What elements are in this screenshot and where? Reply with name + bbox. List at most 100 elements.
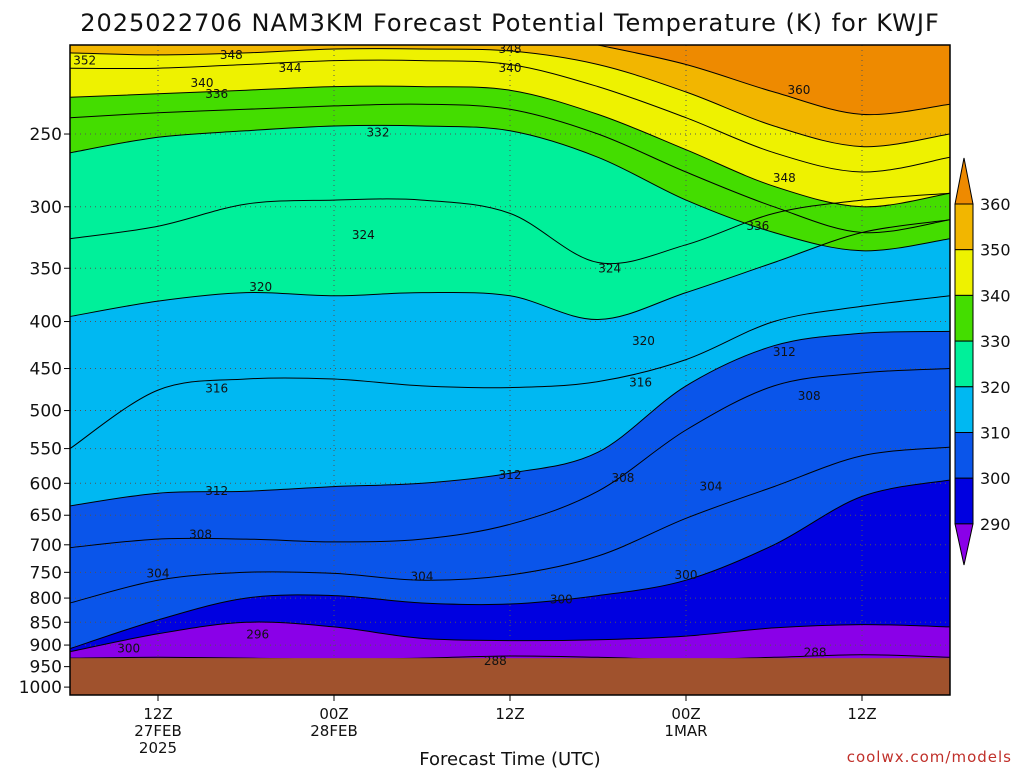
contour-label: 308 xyxy=(798,389,821,403)
y-tick-label: 550 xyxy=(30,440,62,460)
colorbar-bin xyxy=(954,294,974,342)
colorbar-tick-label: 360 xyxy=(980,195,1011,214)
contour-label: 304 xyxy=(699,480,722,494)
isentrope-296 xyxy=(70,621,950,653)
isentrope-304 xyxy=(70,446,950,604)
x-tick-label: 12Z xyxy=(143,705,172,723)
colorbar-tick-label: 300 xyxy=(980,469,1011,488)
colorbar-tick-label: 320 xyxy=(980,378,1011,397)
contour-label: 316 xyxy=(629,375,652,389)
isentrope-320 xyxy=(70,219,950,321)
y-tick-label: 350 xyxy=(30,259,62,279)
isentrope-contours xyxy=(70,45,950,660)
contour-label: 304 xyxy=(411,570,434,584)
contour-label: 304 xyxy=(147,566,170,580)
y-axis-ticks: 250 300 350 400 450 500 550 600 650 700 750 800 850 9… xyxy=(19,125,70,698)
contour-label: 348 xyxy=(499,42,522,56)
isentrope-360 xyxy=(597,45,950,116)
colorbar-bin xyxy=(954,386,974,433)
y-tick-label: 650 xyxy=(30,506,62,526)
contour-label: 336 xyxy=(205,87,228,101)
colorbar-bin xyxy=(954,249,974,296)
isentrope-336 xyxy=(70,103,950,234)
colorbar-bin xyxy=(954,432,974,479)
x-tick-label: 28FEB xyxy=(310,722,357,740)
contour-label: 316 xyxy=(205,381,228,395)
y-tick-label: 800 xyxy=(30,589,62,609)
y-tick-label: 900 xyxy=(30,636,62,656)
source-credit: coolwx.com/models xyxy=(847,748,1012,766)
colorbar-bin xyxy=(954,340,974,388)
y-tick-label: 450 xyxy=(30,360,62,380)
isentrope-312 xyxy=(70,330,950,507)
colorbar: 360 350 340 330 320 310 300 290 xyxy=(954,157,1011,566)
y-tick-label: 250 xyxy=(30,125,62,145)
x-tick-label: 27FEB xyxy=(134,722,181,740)
colorbar-bottom-arrow xyxy=(954,523,974,566)
y-tick-label: 950 xyxy=(30,658,62,678)
contour-label: 320 xyxy=(249,280,272,294)
colorbar-tick-label: 340 xyxy=(980,286,1011,305)
x-tick-label: 00Z xyxy=(671,705,700,723)
isentrope-308 xyxy=(70,368,950,549)
contour-label: 312 xyxy=(773,345,796,359)
isentrope-348 xyxy=(70,59,950,173)
contour-label: 348 xyxy=(773,171,796,185)
colorbar-top-arrow xyxy=(954,157,974,205)
contour-label: 344 xyxy=(279,61,302,75)
y-tick-label: 850 xyxy=(30,613,62,633)
chart-title: 2025022706 NAM3KM Forecast Potential Tem… xyxy=(80,9,940,37)
x-tick-label: 12Z xyxy=(847,705,876,723)
isentrope-300 xyxy=(70,479,950,650)
contour-label: 340 xyxy=(191,76,214,90)
contour-label: 320 xyxy=(632,334,655,348)
ground-below-surface xyxy=(70,658,950,695)
contour-label: 296 xyxy=(246,628,269,642)
contour-label: 288 xyxy=(484,654,507,668)
colorbar-tick-label: 290 xyxy=(980,515,1011,534)
contour-label: 300 xyxy=(117,642,140,656)
isentrope-316 xyxy=(70,295,950,450)
y-tick-label: 1000 xyxy=(19,678,62,698)
contour-labels: 288 296 300 300 300 304 304 304 308 308 308 312 312 3… xyxy=(73,42,827,668)
contour-label: 308 xyxy=(611,471,634,485)
contour-label: 340 xyxy=(499,61,522,75)
contour-label: 324 xyxy=(598,261,621,275)
x-axis-label: Forecast Time (UTC) xyxy=(419,749,600,768)
colorbar-tick-label: 330 xyxy=(980,332,1011,351)
plot-area: 288 296 300 300 300 304 304 304 308 308 308 312 312 3… xyxy=(70,42,950,695)
y-tick-label: 600 xyxy=(30,474,62,494)
contour-label: 308 xyxy=(189,527,212,541)
contour-label: 332 xyxy=(367,125,390,139)
contour-label: 348 xyxy=(220,48,243,62)
isentrope-332 xyxy=(70,124,950,252)
colorbar-bin xyxy=(954,477,974,525)
contour-label: 300 xyxy=(550,593,573,607)
y-tick-label: 300 xyxy=(30,198,62,218)
contour-label: 324 xyxy=(352,228,375,242)
isentrope-324 xyxy=(70,192,950,265)
isentrope-288 xyxy=(70,654,950,660)
colorbar-bin xyxy=(954,203,974,251)
potential-temperature-fills xyxy=(70,45,950,695)
isentrope-352 xyxy=(70,48,950,148)
x-tick-label: 00Z xyxy=(319,705,348,723)
x-tick-label: 12Z xyxy=(495,705,524,723)
contour-label: 288 xyxy=(804,646,827,660)
colorbar-tick-label: 310 xyxy=(980,424,1011,443)
fill-above-360 xyxy=(598,45,950,115)
contour-label: 336 xyxy=(746,219,769,233)
y-tick-label: 400 xyxy=(30,313,62,333)
contour-label: 312 xyxy=(205,484,228,498)
y-tick-label: 750 xyxy=(30,563,62,583)
contour-label: 352 xyxy=(73,54,96,68)
x-tick-label: 2025 xyxy=(139,739,177,757)
colorbar-tick-label: 350 xyxy=(980,241,1011,260)
x-tick-label: 1MAR xyxy=(664,722,707,740)
isentrope-340 xyxy=(70,85,950,208)
contour-label: 360 xyxy=(787,83,810,97)
y-tick-label: 700 xyxy=(30,536,62,556)
contour-label: 300 xyxy=(675,568,698,582)
